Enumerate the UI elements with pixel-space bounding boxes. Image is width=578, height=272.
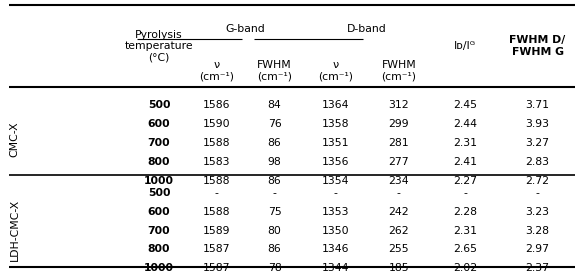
Text: 1000: 1000 — [144, 176, 174, 186]
Text: 2.65: 2.65 — [453, 244, 477, 254]
Text: 2.83: 2.83 — [525, 157, 550, 167]
Text: ν
(cm⁻¹): ν (cm⁻¹) — [318, 60, 353, 82]
Text: 3.28: 3.28 — [525, 226, 550, 236]
Text: 3.71: 3.71 — [525, 100, 550, 110]
Text: 86: 86 — [268, 176, 281, 186]
Text: 2.31: 2.31 — [453, 138, 477, 148]
Text: 1588: 1588 — [203, 138, 231, 148]
Text: 2.41: 2.41 — [453, 157, 477, 167]
Text: 1588: 1588 — [203, 176, 231, 186]
Text: 1589: 1589 — [203, 226, 231, 236]
Text: 1344: 1344 — [321, 263, 349, 272]
Text: 1590: 1590 — [203, 119, 231, 129]
Text: LDH-CMC-X: LDH-CMC-X — [9, 199, 20, 261]
Text: 80: 80 — [268, 226, 281, 236]
Text: FWHM
(cm⁻¹): FWHM (cm⁻¹) — [381, 60, 416, 82]
Text: 700: 700 — [147, 138, 171, 148]
Text: G-band: G-band — [226, 24, 265, 33]
Text: 2.72: 2.72 — [525, 176, 550, 186]
Text: 86: 86 — [268, 138, 281, 148]
Text: 2.28: 2.28 — [453, 207, 477, 217]
Text: 3.27: 3.27 — [525, 138, 550, 148]
Text: 1353: 1353 — [321, 207, 349, 217]
Text: 1583: 1583 — [203, 157, 231, 167]
Text: Iᴅ/Iᴳ: Iᴅ/Iᴳ — [454, 41, 476, 51]
Text: 2.27: 2.27 — [453, 176, 477, 186]
Text: 75: 75 — [268, 207, 281, 217]
Text: D-band: D-band — [347, 24, 387, 33]
Text: 1350: 1350 — [321, 226, 349, 236]
Text: -: - — [536, 188, 539, 198]
Text: 800: 800 — [148, 244, 170, 254]
Text: ν
(cm⁻¹): ν (cm⁻¹) — [199, 60, 234, 82]
Text: 1346: 1346 — [321, 244, 349, 254]
Text: 600: 600 — [147, 207, 171, 217]
Text: 2.37: 2.37 — [525, 263, 550, 272]
Text: 185: 185 — [388, 263, 409, 272]
Text: 277: 277 — [388, 157, 409, 167]
Text: 1587: 1587 — [203, 263, 231, 272]
Text: 1356: 1356 — [321, 157, 349, 167]
Text: 1000: 1000 — [144, 263, 174, 272]
Text: 1364: 1364 — [321, 100, 349, 110]
Text: 1586: 1586 — [203, 100, 231, 110]
Text: 312: 312 — [388, 100, 409, 110]
Text: 2.44: 2.44 — [453, 119, 477, 129]
Text: 3.93: 3.93 — [525, 119, 550, 129]
Text: 98: 98 — [268, 157, 281, 167]
Text: 500: 500 — [148, 100, 170, 110]
Text: CMC-X: CMC-X — [9, 122, 20, 157]
Text: FWHM D/
FWHM G: FWHM D/ FWHM G — [509, 35, 566, 57]
Text: 2.31: 2.31 — [453, 226, 477, 236]
Text: -: - — [215, 188, 218, 198]
Text: 234: 234 — [388, 176, 409, 186]
Text: 86: 86 — [268, 244, 281, 254]
Text: 1351: 1351 — [321, 138, 349, 148]
Text: 242: 242 — [388, 207, 409, 217]
Text: 84: 84 — [268, 100, 281, 110]
Text: 3.23: 3.23 — [525, 207, 550, 217]
Text: 281: 281 — [388, 138, 409, 148]
Text: 1587: 1587 — [203, 244, 231, 254]
Text: -: - — [334, 188, 337, 198]
Text: 500: 500 — [148, 188, 170, 198]
Text: 700: 700 — [147, 226, 171, 236]
Text: 78: 78 — [268, 263, 281, 272]
Text: 600: 600 — [147, 119, 171, 129]
Text: FWHM
(cm⁻¹): FWHM (cm⁻¹) — [257, 60, 292, 82]
Text: 299: 299 — [388, 119, 409, 129]
Text: 262: 262 — [388, 226, 409, 236]
Text: 800: 800 — [148, 157, 170, 167]
Text: 1588: 1588 — [203, 207, 231, 217]
Text: Pyrolysis
temperature
(°C): Pyrolysis temperature (°C) — [125, 30, 193, 63]
Text: -: - — [397, 188, 401, 198]
Text: 1354: 1354 — [321, 176, 349, 186]
Text: 76: 76 — [268, 119, 281, 129]
Text: 2.97: 2.97 — [525, 244, 550, 254]
Text: 1358: 1358 — [321, 119, 349, 129]
Text: -: - — [464, 188, 467, 198]
Text: 2.45: 2.45 — [453, 100, 477, 110]
Text: 255: 255 — [388, 244, 409, 254]
Text: 2.02: 2.02 — [453, 263, 477, 272]
Text: -: - — [273, 188, 276, 198]
